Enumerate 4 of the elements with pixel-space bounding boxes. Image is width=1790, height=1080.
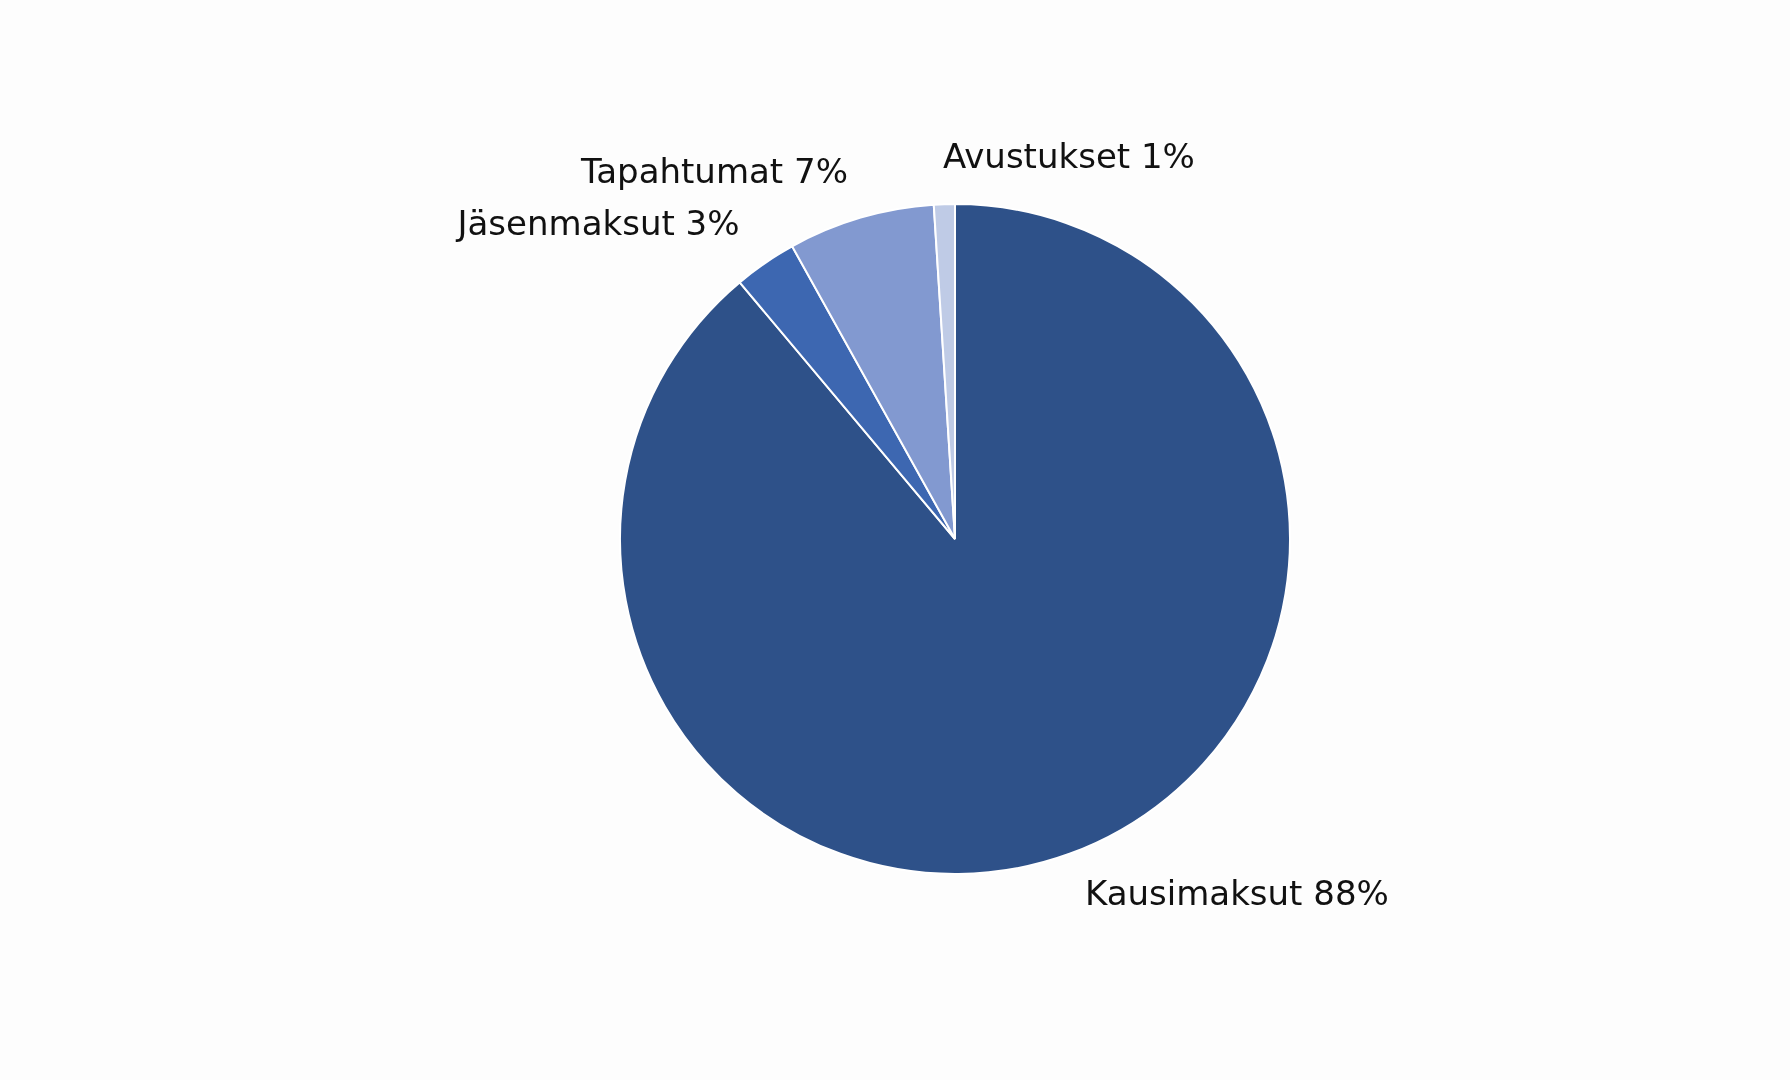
slice-label: Jäsenmaksut 3% <box>455 202 740 243</box>
slice-label: Kausimaksut 88% <box>1084 872 1389 913</box>
slice-label: Avustukset 1% <box>942 136 1195 177</box>
slice-label: Tapahtumat 7% <box>580 151 848 192</box>
